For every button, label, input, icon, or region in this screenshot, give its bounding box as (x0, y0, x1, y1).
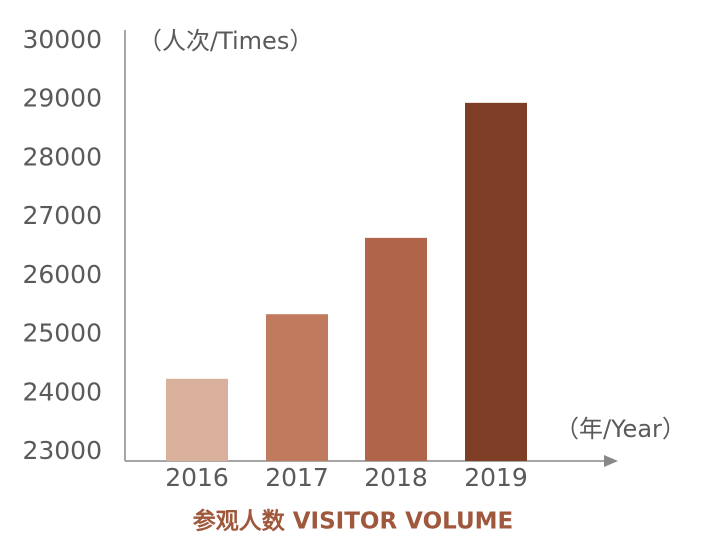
y-tick-label: 24000 (22, 377, 102, 406)
y-tick-label: 23000 (22, 436, 102, 465)
x-tick-label: 2018 (364, 463, 428, 492)
x-axis-label: （年/Year） (555, 415, 686, 443)
y-tick-label: 29000 (22, 84, 102, 113)
x-axis-arrow (604, 455, 618, 467)
x-tick-label: 2019 (464, 463, 528, 492)
y-tick-label: 30000 (22, 25, 102, 54)
bar (166, 378, 228, 461)
chart-title: 参观人数 VISITOR VOLUME (193, 508, 514, 535)
y-tick-label: 28000 (22, 142, 102, 171)
bar (465, 102, 527, 461)
y-axis-label: （人次/Times） (138, 27, 313, 55)
x-tick-label: 2016 (165, 463, 229, 492)
y-tick-label: 27000 (22, 201, 102, 230)
y-tick-label: 26000 (22, 260, 102, 289)
bar (365, 237, 427, 461)
x-tick-label: 2017 (265, 463, 329, 492)
bar (266, 314, 328, 461)
y-tick-label: 25000 (22, 319, 102, 348)
